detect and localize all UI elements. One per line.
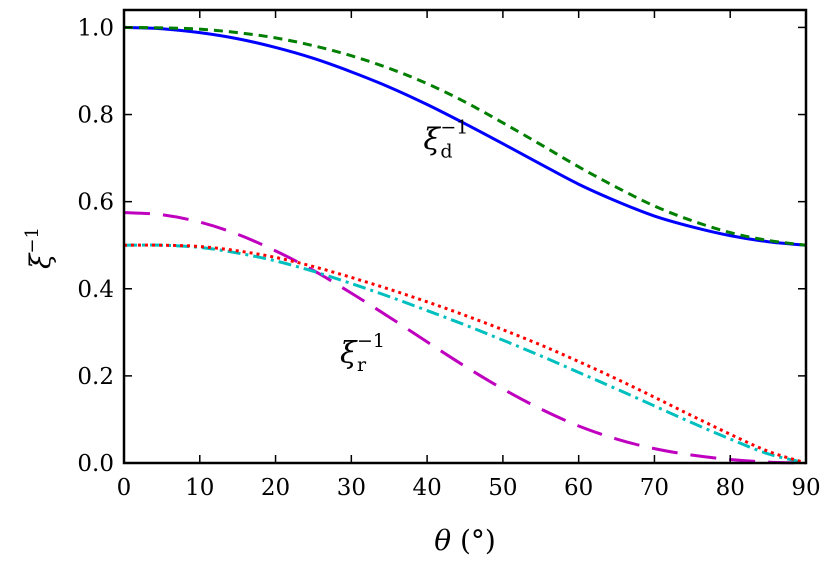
x-tick-label-30: 30 (337, 475, 366, 501)
annotation-sub-r: r (357, 354, 367, 376)
series-line-4 (123, 243, 807, 465)
x-tick-label-0: 0 (117, 475, 132, 501)
x-tick-label-90: 90 (791, 475, 820, 501)
annotation-layer: ξ d−1ξ r−1 (340, 116, 468, 375)
ticks-layer (123, 10, 807, 464)
x-axis-symbol: θ (434, 524, 451, 557)
x-axis-unit: (°) (460, 524, 496, 557)
ticklabels-layer: 0 10 20 30 40 50 60 70 80 90 0.0 0.2 0.4 0.6 0.8 1.0 (77, 15, 820, 501)
y-tick-label-2: 0.4 (77, 277, 114, 303)
x-tick-label-60: 60 (564, 475, 593, 501)
y-tick-label-0: 0.0 (77, 451, 114, 477)
y-axis-symbol: ξ (24, 252, 57, 269)
x-tick-label-40: 40 (412, 475, 441, 501)
y-tick-label-4: 0.8 (77, 103, 114, 129)
y-tick-label-3: 0.6 (77, 190, 114, 216)
series-line-1 (123, 25, 807, 247)
series-layer (123, 25, 807, 465)
series-line-2 (123, 211, 807, 465)
annotation-sup-d: −1 (440, 116, 468, 138)
y-tick-label-1: 0.2 (77, 364, 114, 390)
x-axis-label: θ (°) (434, 524, 496, 557)
x-tick-label-70: 70 (640, 475, 669, 501)
annotation-sup-r: −1 (357, 330, 385, 352)
y-axis-label: ξ−1 (22, 227, 57, 269)
series-line-0 (123, 25, 807, 247)
annotation-base-r: ξ (340, 336, 358, 371)
x-tick-label-10: 10 (185, 475, 214, 501)
annotation-base-d: ξ (423, 122, 441, 157)
annotation-sub-d: d (440, 140, 452, 162)
x-tick-label-80: 80 (716, 475, 745, 501)
y-axis-sup: −1 (22, 227, 43, 254)
annotation-xi-d: ξ d−1 (423, 116, 468, 162)
y-tick-label-5: 1.0 (77, 15, 114, 41)
x-tick-label-50: 50 (488, 475, 517, 501)
y-axis-label-text: ξ−1 (22, 227, 57, 269)
plot-frame (122, 8, 808, 465)
x-tick-label-20: 20 (261, 475, 290, 501)
annotation-xi-r: ξ r−1 (340, 330, 385, 376)
series-line-3 (123, 243, 807, 465)
